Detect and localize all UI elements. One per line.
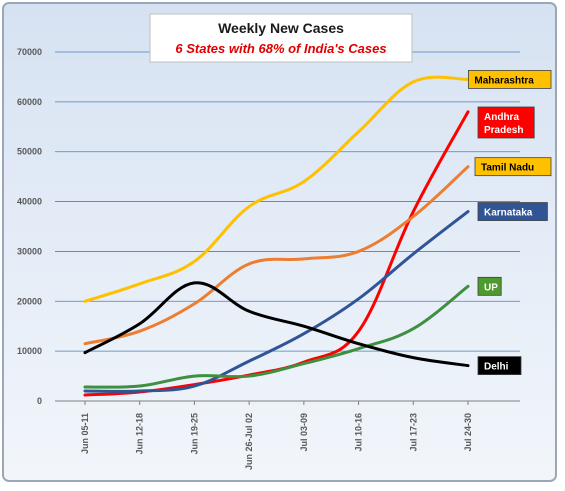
series-label-maharashtra: Maharashtra — [474, 75, 534, 86]
series-line-maharashtra — [83, 75, 470, 303]
y-tick-label: 40000 — [17, 197, 42, 207]
series-lines — [83, 75, 470, 397]
y-tick-label: 50000 — [17, 147, 42, 157]
x-tick-label: Jul 10-16 — [354, 413, 364, 452]
x-axis-ticks: Jun 05-11 Jun 12-18 Jun 19-25 Jun 26-Jul 02… — [80, 401, 473, 470]
series-label-andhra-pradesh: Pradesh — [484, 125, 523, 136]
y-tick-label: 70000 — [17, 47, 42, 57]
y-tick-label: 0 — [37, 396, 42, 406]
y-tick-label: 10000 — [17, 346, 42, 356]
x-tick-label: Jun 26-Jul 02 — [244, 413, 254, 470]
series-label-tamil-nadu: Tamil Nadu — [481, 163, 534, 174]
y-tick-label: 60000 — [17, 97, 42, 107]
gridlines — [55, 51, 520, 402]
series-line-delhi — [83, 281, 470, 368]
series-label-delhi: Delhi — [484, 362, 509, 373]
series-line-up — [83, 284, 470, 389]
x-tick-label: Jun 05-11 — [80, 413, 90, 454]
chart-background — [2, 2, 557, 482]
series-label-box-delhi — [477, 356, 522, 376]
series-label-box-karnataka — [477, 202, 548, 221]
title-box — [149, 13, 413, 63]
chart-subtitle: 6 States with 68% of India's Cases — [175, 41, 386, 56]
series-label-box-andhra-pradesh — [477, 106, 535, 139]
series-labels: Maharashtra Andhra Pradesh Tamil Nadu Karnat… — [467, 70, 552, 376]
series-label-up: UP — [484, 282, 498, 293]
series-label-andhra-pradesh: Andhra — [484, 112, 519, 123]
series-label-karnataka: Karnataka — [484, 208, 533, 219]
x-tick-label: Jul 17-23 — [408, 413, 418, 452]
series-line-tamil-nadu — [83, 165, 470, 346]
x-tick-label: Jun 12-18 — [135, 413, 145, 455]
x-tick-label: Jul 03-09 — [299, 413, 309, 452]
x-tick-label: Jul 24-30 — [463, 413, 473, 452]
series-label-box-up — [477, 276, 502, 296]
chart-title: Weekly New Cases — [218, 20, 344, 36]
series-label-box-maharashtra — [467, 70, 552, 89]
y-axis-ticks: 0 10000 20000 30000 40000 50000 60000 70000 — [17, 47, 42, 406]
y-tick-label: 30000 — [17, 246, 42, 256]
series-line-karnataka — [83, 210, 470, 393]
series-label-box-tamil-nadu — [474, 157, 552, 177]
y-tick-label: 20000 — [17, 296, 42, 306]
x-tick-label: Jun 19-25 — [189, 413, 199, 455]
